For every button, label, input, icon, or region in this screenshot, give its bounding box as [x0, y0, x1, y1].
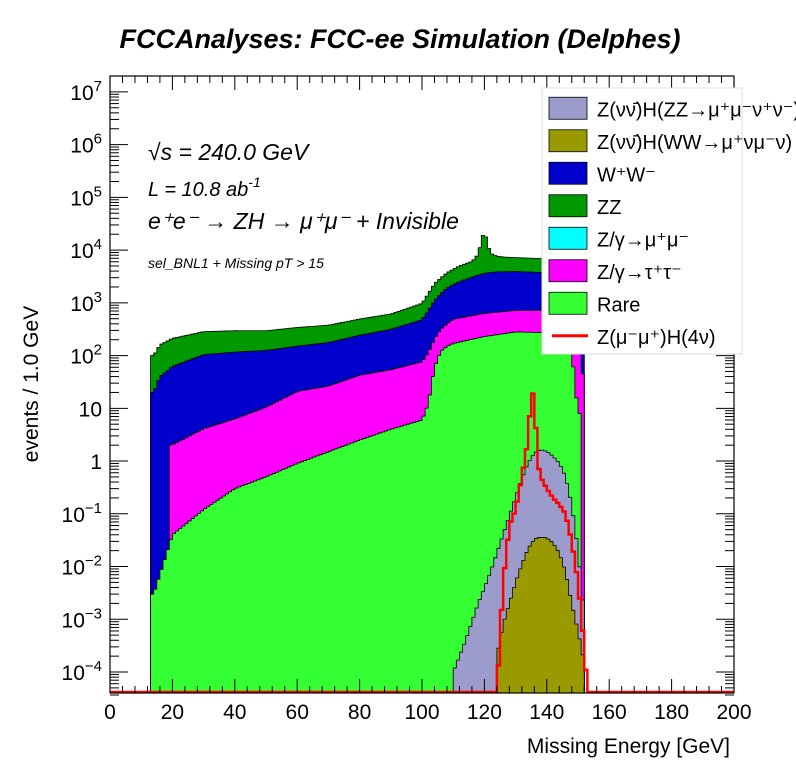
- lumi-exponent: -1: [248, 174, 260, 190]
- legend-swatch: [548, 226, 588, 250]
- y-tick-label: 103: [70, 289, 102, 316]
- y-tick-label: 107: [70, 78, 102, 105]
- chart-title: FCCAnalyses: FCC-ee Simulation (Delphes): [119, 24, 680, 54]
- legend-swatch: [548, 194, 588, 218]
- x-tick-label: 0: [104, 701, 116, 724]
- y-tick-label: 10−4: [62, 658, 102, 685]
- y-tick-label: 106: [70, 131, 102, 158]
- legend-label: Rare: [597, 294, 640, 316]
- svg-text:L = 10.8 ab-1: L = 10.8 ab-1: [148, 174, 261, 201]
- y-tick-label: 10: [79, 398, 102, 421]
- signal-histogram: [110, 392, 734, 693]
- y-axis: 10−4 10−3 10−2 10−1 1 10 102 103 104 105 106 107: [62, 75, 734, 696]
- x-tick-label: 60: [286, 701, 309, 724]
- y-tick-label: 1: [90, 451, 102, 474]
- legend-swatch: [548, 161, 588, 185]
- legend-label: Z(μ⁻μ⁺)H(4ν): [597, 327, 716, 349]
- legend-label: ZZ: [597, 197, 621, 219]
- legend-label: Z(νν̄)H(ZZ→μ⁺μ⁻ν⁺ν⁻): [597, 99, 796, 121]
- y-tick-label: 10−1: [62, 500, 102, 527]
- x-tick-label: 100: [404, 701, 439, 724]
- annotations: √s = 240.0 GeV L = 10.8 ab-1 e⁺e⁻ → ZH →…: [148, 139, 459, 271]
- x-axis: 0 20 40 60 80 100 120 140 160 180 200: [104, 76, 752, 724]
- legend-swatch: [548, 129, 588, 153]
- x-tick-label: 40: [223, 701, 246, 724]
- y-tick-label: 102: [70, 342, 102, 369]
- selection-label: sel_BNL1 + Missing pT > 15: [148, 255, 324, 271]
- legend: Z(νν̄)H(ZZ→μ⁺μ⁻ν⁺ν⁻) Z(νν̄)H(WW→μ⁺νμ⁻ν) W⁺…: [541, 87, 796, 355]
- stacked-histograms: [150, 234, 585, 693]
- x-tick-label: 20: [161, 701, 184, 724]
- x-tick-label: 180: [654, 701, 689, 724]
- x-tick-label: 80: [348, 701, 371, 724]
- legend-swatch: [548, 259, 588, 283]
- legend-label: Z/γ→τ⁺τ⁻: [597, 262, 682, 284]
- lumi-text: L = 10.8 ab: [148, 179, 248, 201]
- svg-text:√s = 240.0 GeV: √s = 240.0 GeV: [148, 139, 311, 165]
- legend-label: W⁺W⁻: [597, 164, 656, 186]
- x-tick-label: 200: [716, 701, 751, 724]
- legend-swatch: [548, 291, 588, 315]
- x-axis-label: Missing Energy [GeV]: [527, 735, 730, 758]
- legend-label: Z/γ→μ⁺μ⁻: [597, 229, 689, 251]
- x-tick-label: 140: [529, 701, 564, 724]
- y-tick-label: 104: [70, 236, 102, 263]
- y-tick-label: 10−2: [62, 553, 102, 580]
- sqrt-s-value: = 240.0 GeV: [172, 139, 311, 165]
- x-tick-label: 160: [592, 701, 627, 724]
- stack-layer-ZZ_WW_higgs: [496, 536, 585, 693]
- x-tick-label: 120: [467, 701, 502, 724]
- legend-label: Z(νν̄)H(WW→μ⁺νμ⁻ν): [597, 132, 792, 154]
- y-axis-label: events / 1.0 GeV: [20, 306, 43, 462]
- legend-swatch: [548, 96, 588, 120]
- y-tick-label: 10−3: [62, 605, 102, 632]
- process-label: e⁺e⁻ → ZH → μ⁺μ⁻ + Invisible: [148, 208, 459, 234]
- stack-layer-Rare: [150, 331, 585, 693]
- signal-line: [110, 392, 734, 693]
- y-tick-label: 105: [70, 183, 102, 210]
- sqrt-s-symbol: √s: [148, 139, 173, 165]
